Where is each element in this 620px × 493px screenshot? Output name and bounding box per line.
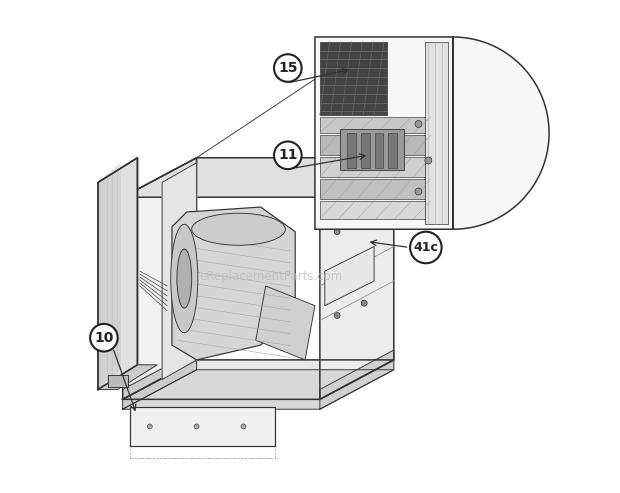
Polygon shape — [162, 163, 197, 380]
Polygon shape — [347, 133, 356, 168]
Polygon shape — [123, 350, 197, 409]
Circle shape — [415, 188, 422, 195]
Polygon shape — [98, 158, 138, 389]
Polygon shape — [123, 360, 394, 399]
Polygon shape — [320, 179, 425, 199]
Circle shape — [274, 141, 301, 169]
Polygon shape — [98, 365, 157, 389]
Polygon shape — [315, 37, 549, 229]
Circle shape — [361, 300, 367, 306]
Polygon shape — [172, 207, 295, 360]
Polygon shape — [320, 135, 425, 155]
Text: 10: 10 — [94, 331, 113, 345]
Polygon shape — [123, 370, 394, 409]
Polygon shape — [123, 158, 197, 399]
Circle shape — [274, 54, 301, 82]
Polygon shape — [425, 42, 448, 224]
Circle shape — [425, 157, 432, 164]
Polygon shape — [256, 286, 315, 360]
Polygon shape — [320, 42, 386, 115]
Text: 15: 15 — [278, 61, 298, 75]
Circle shape — [361, 221, 367, 227]
Polygon shape — [320, 157, 425, 177]
Text: 41c: 41c — [414, 241, 438, 254]
Polygon shape — [325, 246, 374, 306]
Ellipse shape — [177, 249, 192, 308]
Polygon shape — [374, 133, 383, 168]
Ellipse shape — [170, 224, 198, 333]
Ellipse shape — [192, 213, 285, 246]
Circle shape — [410, 232, 441, 263]
Polygon shape — [320, 158, 394, 399]
Polygon shape — [361, 133, 370, 168]
Polygon shape — [320, 117, 425, 133]
Polygon shape — [320, 350, 394, 409]
Polygon shape — [108, 375, 128, 387]
Polygon shape — [320, 201, 425, 219]
Circle shape — [194, 424, 199, 429]
Circle shape — [148, 424, 153, 429]
Polygon shape — [130, 407, 275, 446]
Text: 11: 11 — [278, 148, 298, 162]
Circle shape — [90, 324, 118, 352]
Circle shape — [241, 424, 246, 429]
Text: eReplacementParts.com: eReplacementParts.com — [199, 270, 342, 282]
Polygon shape — [123, 158, 394, 197]
Polygon shape — [388, 133, 397, 168]
Circle shape — [415, 121, 422, 128]
Polygon shape — [340, 130, 404, 170]
Circle shape — [334, 229, 340, 235]
Circle shape — [334, 313, 340, 318]
